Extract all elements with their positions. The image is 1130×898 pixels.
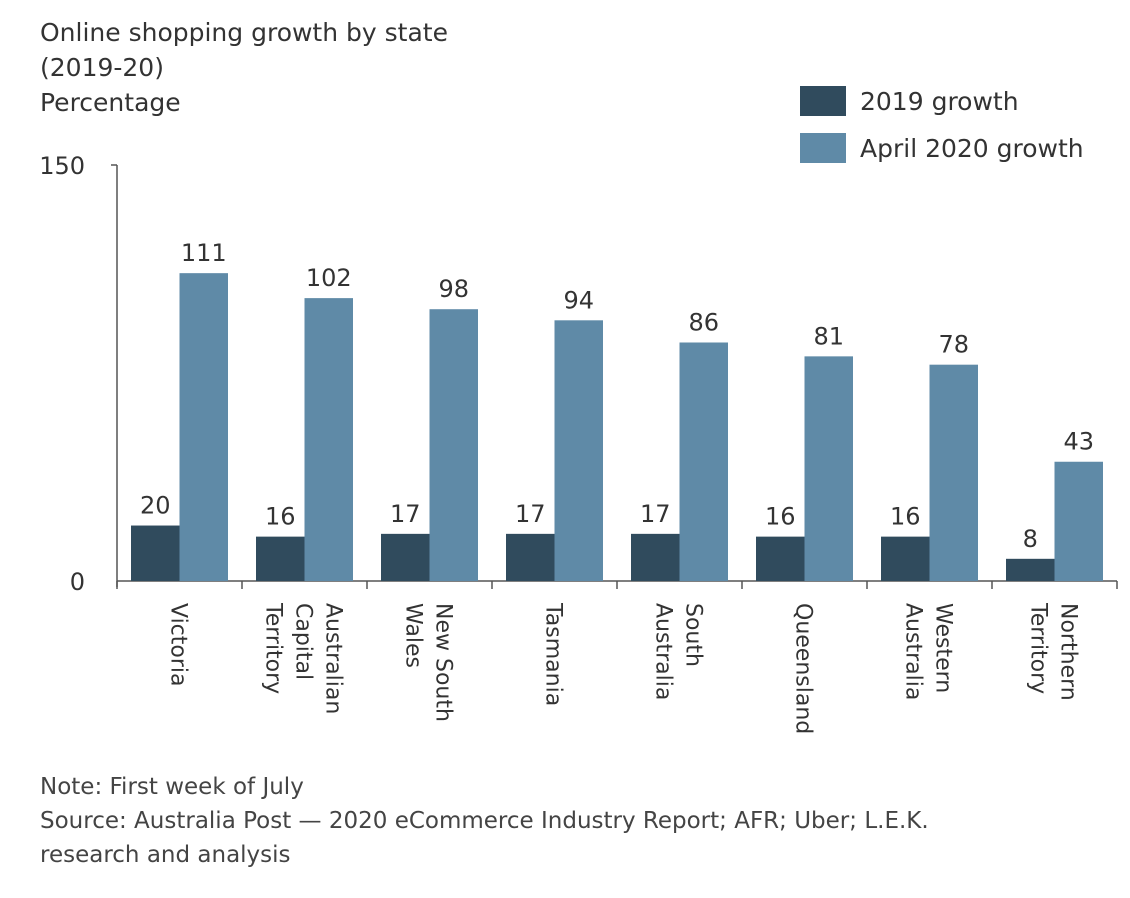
data-label: 81 (813, 322, 844, 350)
data-label: 17 (640, 500, 671, 528)
category-label-line: Australian (321, 603, 346, 714)
bar-2019 (1006, 558, 1055, 581)
bar-2020 (554, 320, 603, 581)
data-label: 111 (181, 239, 227, 267)
category-label-line: New South (431, 603, 456, 722)
category-label: NorthernTerritory (1026, 602, 1081, 701)
data-label: 78 (938, 331, 969, 359)
bar-2019 (631, 533, 680, 581)
category-label-line: Northern (1056, 603, 1081, 701)
data-label: 16 (765, 503, 796, 531)
legend-item-2019: 2019 growth (800, 86, 1019, 116)
category-label-line: Tasmania (541, 602, 566, 706)
bar-2020 (929, 364, 978, 581)
y-axis-label: Percentage (40, 88, 181, 117)
data-label: 8 (1023, 525, 1038, 553)
category-label-line: Western (931, 603, 956, 693)
data-label: 86 (688, 308, 719, 336)
legend-label-2019: 2019 growth (860, 86, 1019, 116)
bar-2019 (506, 533, 555, 581)
data-label: 43 (1063, 428, 1094, 456)
bar-2020 (429, 309, 478, 581)
category-label-line: Australia (651, 603, 676, 700)
bar-2019 (756, 536, 805, 581)
bar-2019 (256, 536, 305, 581)
category-label-line: Territory (1026, 602, 1051, 694)
category-label: New SouthWales (401, 603, 456, 722)
category-label: AustralianCapitalTerritory (261, 602, 346, 714)
legend-label-2020: April 2020 growth (860, 133, 1084, 163)
category-label-line: Australia (901, 603, 926, 700)
y-tick-label: 0 (70, 568, 85, 596)
category-label: Tasmania (541, 602, 566, 706)
category-label: WesternAustralia (901, 603, 956, 700)
category-label-line: Capital (291, 603, 316, 680)
bar-2020 (1054, 461, 1103, 581)
legend-swatch-2019 (800, 86, 846, 116)
category-label-line: Queensland (791, 603, 816, 734)
chart-title-years: (2019-20) (40, 53, 164, 82)
bar-2020 (179, 273, 228, 581)
data-label: 102 (306, 264, 352, 292)
note-text: Note: First week of July (40, 774, 304, 800)
bar-2020 (679, 342, 728, 581)
y-tick-label: 150 (39, 152, 85, 180)
category-label: Victoria (166, 603, 191, 687)
source-text: Source: Australia Post — 2020 eCommerce … (40, 808, 929, 834)
category-label-line: South (681, 603, 706, 667)
data-label: 17 (390, 500, 421, 528)
data-label: 98 (438, 275, 469, 303)
bar-2020 (804, 356, 853, 581)
bar-2019 (381, 533, 430, 581)
data-label: 16 (890, 503, 921, 531)
category-label: Queensland (791, 603, 816, 734)
bar-2019 (881, 536, 930, 581)
category-label-line: Territory (261, 602, 286, 694)
data-label: 16 (265, 503, 296, 531)
bar-2020 (304, 298, 353, 581)
bar-2019 (131, 525, 180, 581)
chart-title: Online shopping growth by state (40, 18, 448, 47)
category-label: SouthAustralia (651, 603, 706, 700)
legend-swatch-2020 (800, 133, 846, 163)
data-label: 17 (515, 500, 546, 528)
category-label-line: Wales (401, 603, 426, 668)
category-label-line: Victoria (166, 603, 191, 687)
source-text-cont: research and analysis (40, 842, 291, 868)
legend-item-2020: April 2020 growth (800, 133, 1084, 163)
data-label: 94 (563, 286, 594, 314)
data-label: 20 (140, 492, 171, 520)
